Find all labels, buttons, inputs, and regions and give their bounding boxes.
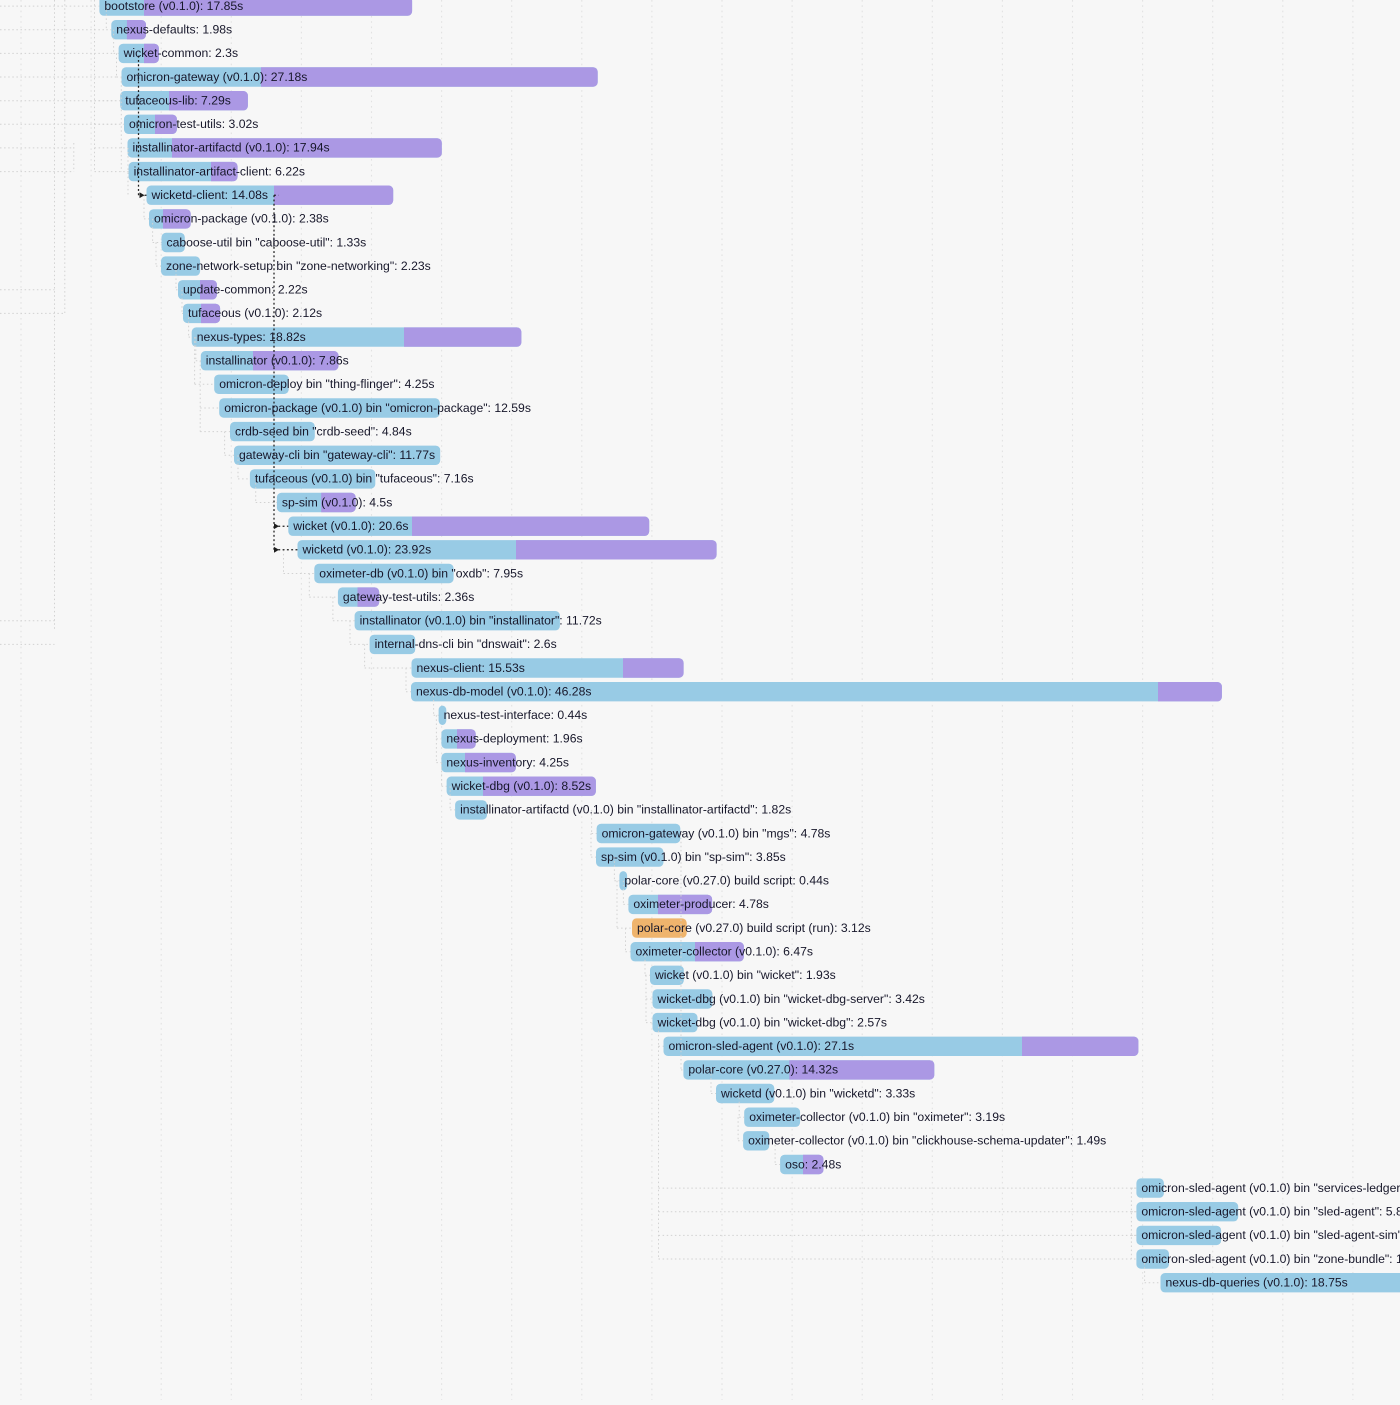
svg-text:oximeter-collector (v0.1.0) bi: oximeter-collector (v0.1.0) bin "oximete… bbox=[749, 1110, 1005, 1124]
svg-text:nexus-types: 18.82s: nexus-types: 18.82s bbox=[197, 330, 306, 344]
svg-text:omicron-package (v0.1.0): 2.38: omicron-package (v0.1.0): 2.38s bbox=[154, 212, 329, 226]
svg-text:crdb-seed bin "crdb-seed": 4.8: crdb-seed bin "crdb-seed": 4.84s bbox=[235, 424, 412, 438]
svg-text:nexus-test-interface: 0.44s: nexus-test-interface: 0.44s bbox=[444, 708, 588, 722]
svg-text:wicketd (v0.1.0) bin "wicketd": wicketd (v0.1.0) bin "wicketd": 3.33s bbox=[720, 1086, 915, 1100]
svg-text:nexus-client: 15.53s: nexus-client: 15.53s bbox=[417, 661, 525, 675]
svg-text:polar-core (v0.27.0) build scr: polar-core (v0.27.0) build script: 0.44s bbox=[624, 874, 829, 888]
svg-text:nexus-defaults: 1.98s: nexus-defaults: 1.98s bbox=[116, 23, 232, 37]
svg-text:wicket (v0.1.0) bin "wicket":: wicket (v0.1.0) bin "wicket": 1.93s bbox=[654, 968, 836, 982]
svg-text:nexus-deployment: 1.96s: nexus-deployment: 1.96s bbox=[446, 732, 582, 746]
svg-text:bootstore (v0.1.0): 17.85s: bootstore (v0.1.0): 17.85s bbox=[104, 0, 243, 13]
svg-text:nexus-inventory: 4.25s: nexus-inventory: 4.25s bbox=[446, 755, 569, 769]
svg-text:omicron-test-utils: 3.02s: omicron-test-utils: 3.02s bbox=[129, 117, 258, 131]
svg-text:internal-dns-cli bin "dnswait": internal-dns-cli bin "dnswait": 2.6s bbox=[375, 637, 557, 651]
svg-text:caboose-util bin "caboose-util: caboose-util bin "caboose-util": 1.33s bbox=[167, 235, 367, 249]
svg-text:wicket-dbg (v0.1.0) bin "wicke: wicket-dbg (v0.1.0) bin "wicket-dbg-serv… bbox=[657, 992, 925, 1006]
svg-text:wicketd (v0.1.0): 23.92s: wicketd (v0.1.0): 23.92s bbox=[302, 543, 432, 557]
svg-text:omicron-gateway (v0.1.0) bin ": omicron-gateway (v0.1.0) bin "mgs": 4.78… bbox=[602, 826, 831, 840]
svg-text:omicron-sled-agent (v0.1.0) bi: omicron-sled-agent (v0.1.0) bin "service… bbox=[1141, 1181, 1400, 1195]
svg-text:wicket-dbg (v0.1.0) bin "wicke: wicket-dbg (v0.1.0) bin "wicket-dbg": 2.… bbox=[657, 1015, 888, 1029]
svg-text:installinator-artifactd (v0.1.: installinator-artifactd (v0.1.0) bin "in… bbox=[460, 803, 791, 817]
svg-text:tufaceous (v0.1.0) bin "tuface: tufaceous (v0.1.0) bin "tufaceous": 7.16… bbox=[255, 472, 474, 486]
svg-text:oximeter-collector (v0.1.0) bi: oximeter-collector (v0.1.0) bin "clickho… bbox=[748, 1134, 1106, 1148]
svg-text:omicron-gateway (v0.1.0): 27.1: omicron-gateway (v0.1.0): 27.18s bbox=[127, 70, 308, 84]
svg-text:omicron-sled-agent (v0.1.0) bi: omicron-sled-agent (v0.1.0) bin "sled-ag… bbox=[1141, 1228, 1400, 1242]
svg-text:oximeter-producer: 4.78s: oximeter-producer: 4.78s bbox=[633, 897, 768, 911]
svg-text:nexus-db-queries (v0.1.0): 18.: nexus-db-queries (v0.1.0): 18.75s bbox=[1166, 1276, 1348, 1290]
svg-text:sp-sim (v0.1.0): 4.5s: sp-sim (v0.1.0): 4.5s bbox=[282, 495, 392, 509]
svg-text:installinator-artifactd (v0.1.: installinator-artifactd (v0.1.0): 17.94s bbox=[133, 141, 330, 155]
svg-text:tufaceous-lib: 7.29s: tufaceous-lib: 7.29s bbox=[125, 94, 231, 108]
svg-text:gateway-test-utils: 2.36s: gateway-test-utils: 2.36s bbox=[343, 590, 474, 604]
svg-text:installinator (v0.1.0) bin "in: installinator (v0.1.0) bin "installinato… bbox=[360, 614, 602, 628]
svg-text:wicket-dbg (v0.1.0): 8.52s: wicket-dbg (v0.1.0): 8.52s bbox=[451, 779, 592, 793]
svg-text:polar-core (v0.27.0): 14.32s: polar-core (v0.27.0): 14.32s bbox=[688, 1063, 838, 1077]
svg-text:update-common: 2.22s: update-common: 2.22s bbox=[183, 283, 308, 297]
svg-text:omicron-deploy bin "thing-flin: omicron-deploy bin "thing-flinger": 4.25… bbox=[219, 377, 434, 391]
svg-text:gateway-cli bin "gateway-cli":: gateway-cli bin "gateway-cli": 11.77s bbox=[239, 448, 435, 462]
svg-text:omicron-package (v0.1.0) bin ": omicron-package (v0.1.0) bin "omicron-pa… bbox=[224, 401, 531, 415]
svg-text:omicron-sled-agent (v0.1.0) bi: omicron-sled-agent (v0.1.0) bin "zone-bu… bbox=[1141, 1252, 1400, 1266]
svg-text:installinator-artifact-client:: installinator-artifact-client: 6.22s bbox=[134, 164, 305, 178]
svg-text:sp-sim (v0.1.0) bin "sp-sim":: sp-sim (v0.1.0) bin "sp-sim": 3.85s bbox=[601, 850, 786, 864]
svg-text:wicket-common: 2.3s: wicket-common: 2.3s bbox=[123, 46, 238, 60]
svg-text:omicron-sled-agent (v0.1.0) bi: omicron-sled-agent (v0.1.0) bin "sled-ag… bbox=[1141, 1205, 1400, 1219]
svg-text:oso: 2.48s: oso: 2.48s bbox=[785, 1157, 841, 1171]
svg-text:oximeter-db (v0.1.0) bin "oxdb: oximeter-db (v0.1.0) bin "oxdb": 7.95s bbox=[319, 566, 523, 580]
svg-text:omicron-sled-agent (v0.1.0): 2: omicron-sled-agent (v0.1.0): 27.1s bbox=[669, 1039, 855, 1053]
svg-text:oximeter-collector (v0.1.0): 6: oximeter-collector (v0.1.0): 6.47s bbox=[636, 945, 813, 959]
svg-text:wicket (v0.1.0): 20.6s: wicket (v0.1.0): 20.6s bbox=[292, 519, 408, 533]
svg-text:zone-network-setup bin "zone-n: zone-network-setup bin "zone-networking"… bbox=[166, 259, 431, 273]
svg-text:polar-core (v0.27.0) build scr: polar-core (v0.27.0) build script (run):… bbox=[637, 921, 871, 935]
svg-text:installinator (v0.1.0): 7.86s: installinator (v0.1.0): 7.86s bbox=[206, 354, 349, 368]
svg-text:tufaceous (v0.1.0): 2.12s: tufaceous (v0.1.0): 2.12s bbox=[188, 306, 322, 320]
svg-text:wicketd-client: 14.08s: wicketd-client: 14.08s bbox=[151, 188, 269, 202]
svg-text:nexus-db-model (v0.1.0): 46.28: nexus-db-model (v0.1.0): 46.28s bbox=[416, 685, 591, 699]
